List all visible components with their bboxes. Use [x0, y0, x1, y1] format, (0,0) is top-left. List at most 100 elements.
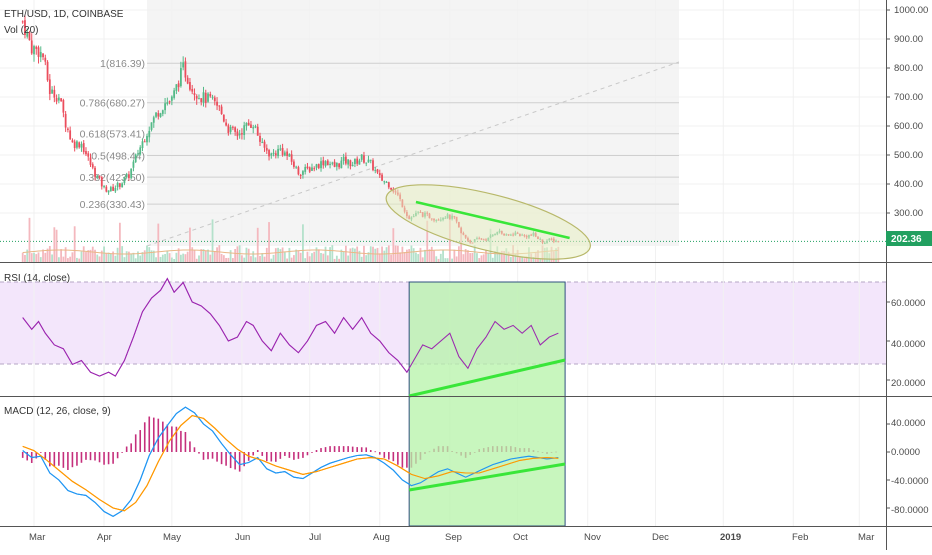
volume-bar — [263, 256, 266, 262]
volume-bar — [143, 250, 146, 262]
volume-bar — [462, 254, 465, 262]
volume-bar — [173, 258, 176, 262]
price-tick: 800.00 — [894, 63, 923, 74]
candle-body — [82, 143, 85, 153]
volume-bar — [216, 247, 218, 262]
volume-bar — [76, 257, 78, 262]
candle-body — [270, 153, 273, 156]
macd-histogram-bar — [243, 452, 245, 467]
macd-histogram-bar — [401, 452, 404, 468]
candle-body — [281, 147, 284, 155]
macd-histogram-bar — [284, 452, 286, 456]
volume-bar — [410, 245, 413, 262]
volume-bar — [114, 255, 117, 262]
candle-body — [315, 164, 318, 168]
time-axis-label: Aug — [373, 532, 390, 543]
volume-bar — [306, 251, 309, 262]
candle-body — [288, 153, 291, 157]
volume-bar — [112, 251, 114, 262]
time-axis-label: May — [163, 532, 181, 543]
candle-body — [91, 164, 94, 168]
volume-bar — [451, 258, 453, 262]
volume-bar — [525, 256, 528, 262]
volume-bar — [467, 250, 469, 262]
candle-body — [100, 177, 103, 187]
volume-bar — [209, 254, 212, 262]
candle-body — [234, 127, 237, 132]
price-tick: 900.00 — [894, 34, 923, 45]
volume-bar — [164, 253, 166, 262]
fib-level-label: 0.786(680.27) — [80, 98, 145, 110]
volume-bar — [428, 249, 431, 262]
volume-bar — [383, 250, 386, 262]
candle-body — [302, 171, 304, 175]
consolidation-ellipse — [385, 184, 591, 260]
volume-bar — [457, 246, 460, 262]
volume-bar — [335, 255, 338, 262]
macd-histogram-bar — [216, 452, 218, 462]
candle-body — [290, 154, 293, 162]
candle-body — [254, 126, 257, 128]
volume-bar — [231, 258, 234, 262]
candle-body — [137, 153, 139, 155]
macd-histogram-bar — [152, 417, 155, 452]
time-axis-label: Mar — [29, 532, 45, 543]
volume-bar — [268, 222, 270, 262]
volume-bar — [30, 253, 33, 262]
volume-bar — [46, 248, 49, 262]
volume-bar — [200, 249, 203, 262]
candle-body — [209, 94, 212, 97]
volume-bar — [146, 245, 148, 262]
volume-bar — [412, 248, 415, 262]
macd-histogram-bar — [35, 452, 38, 459]
candle-body — [85, 151, 87, 155]
volume-bar — [227, 257, 230, 262]
macd-histogram-bar — [293, 452, 295, 460]
current-price-badge — [886, 231, 932, 246]
candle-body — [317, 164, 320, 169]
candle-body — [28, 32, 31, 41]
macd-histogram-bar — [256, 450, 259, 452]
candle-body — [35, 46, 38, 49]
time-axis-label: Feb — [792, 532, 808, 543]
volume-bar — [304, 258, 307, 262]
macd-histogram-bar — [351, 446, 354, 452]
macd-histogram-bar — [306, 452, 309, 456]
volume-bar — [313, 251, 316, 262]
volume-bar — [396, 245, 399, 262]
candle-body — [329, 163, 331, 165]
candle-body — [118, 183, 121, 187]
candle-body — [378, 173, 381, 176]
candle-body — [94, 167, 96, 177]
volume-bar — [134, 258, 137, 262]
candle-body — [76, 141, 78, 148]
time-axis-label: Apr — [97, 532, 112, 543]
volume-bar — [367, 252, 370, 262]
volume-bar — [439, 253, 442, 262]
volume-bar — [378, 253, 381, 262]
candle-body — [67, 128, 69, 130]
candle-body — [385, 181, 388, 183]
volume-bar — [417, 254, 420, 262]
macd-histogram-bar — [279, 452, 282, 459]
volume-bar — [399, 252, 402, 262]
macd-histogram-bar — [383, 452, 386, 458]
candle-body — [55, 98, 58, 102]
volume-bar — [406, 249, 408, 262]
volume-bar — [455, 256, 458, 262]
macd-histogram-bar — [365, 447, 368, 452]
candle-body — [148, 130, 151, 138]
candle-body — [390, 187, 392, 190]
candle-body — [320, 161, 322, 169]
candle-body — [313, 168, 316, 170]
candle-body — [46, 61, 49, 81]
macd-histogram-bar — [44, 452, 47, 460]
candle-body — [227, 125, 230, 134]
candle-body — [331, 162, 334, 164]
candle-body — [216, 101, 218, 106]
volume-bar — [123, 257, 126, 262]
candle-body — [152, 117, 155, 123]
price-tick: 300.00 — [894, 208, 923, 219]
